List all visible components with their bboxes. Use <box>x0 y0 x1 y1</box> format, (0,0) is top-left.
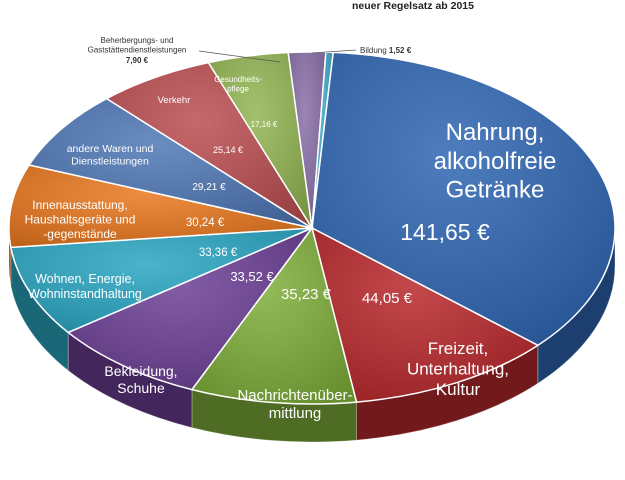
slice-value-label: 29,21 € <box>192 182 226 193</box>
slice-label: Nachrichtenüber-mittlung <box>237 387 352 422</box>
slice-label: Verkehr <box>158 95 191 106</box>
slice-value-label: 141,65 € <box>400 219 490 245</box>
slice-value-label: 17,16 € <box>251 120 278 129</box>
chart-subtitle: neuer Regelsatz ab 2015 <box>352 0 474 12</box>
slice-label: Innenausstattung, Haushaltsgeräte und -geg… <box>25 198 136 241</box>
slice-value-label: 33,36 € <box>199 247 238 259</box>
pie-slice <box>311 51 616 347</box>
slice-label: Nahrung, alkoholfreie Getränke <box>434 119 557 204</box>
slice-label: Beherbergungs- und Gaststättendienstleist… <box>88 36 187 65</box>
slice-labels: Nahrung, alkoholfreie Getränke 141,65 € Frei… <box>25 36 557 422</box>
slice-label: Freizeit, Unterhaltung, Kultur <box>407 339 509 399</box>
pie-sides <box>8 227 616 443</box>
pie-slice <box>105 61 313 229</box>
pie-slice <box>8 164 313 249</box>
pie-slice <box>9 227 313 334</box>
slice-label: Bekleidung, Schuhe <box>104 363 177 396</box>
slice-value-label: 35,23 € <box>281 286 332 303</box>
pie-slices <box>8 51 616 405</box>
pie-slice <box>310 226 540 403</box>
pie-slice <box>190 226 358 405</box>
slice-value-label: 25,14 € <box>213 145 243 155</box>
slice-value-label: 33,52 € <box>230 269 274 284</box>
slice-label: Bildung 1,52 € <box>360 46 412 55</box>
slice-value-label: 30,24 € <box>186 217 225 229</box>
pie-slice <box>27 97 313 229</box>
slice-label: Wohnen, Energie, Wohninstandhaltung <box>28 272 142 301</box>
slice-label: Gesundheits-pflege <box>214 75 262 94</box>
slice-value-label: 44,05 € <box>362 290 413 307</box>
pie-slice <box>66 226 315 391</box>
slice-label: andere Waren und Dienstleistungen <box>67 143 154 168</box>
